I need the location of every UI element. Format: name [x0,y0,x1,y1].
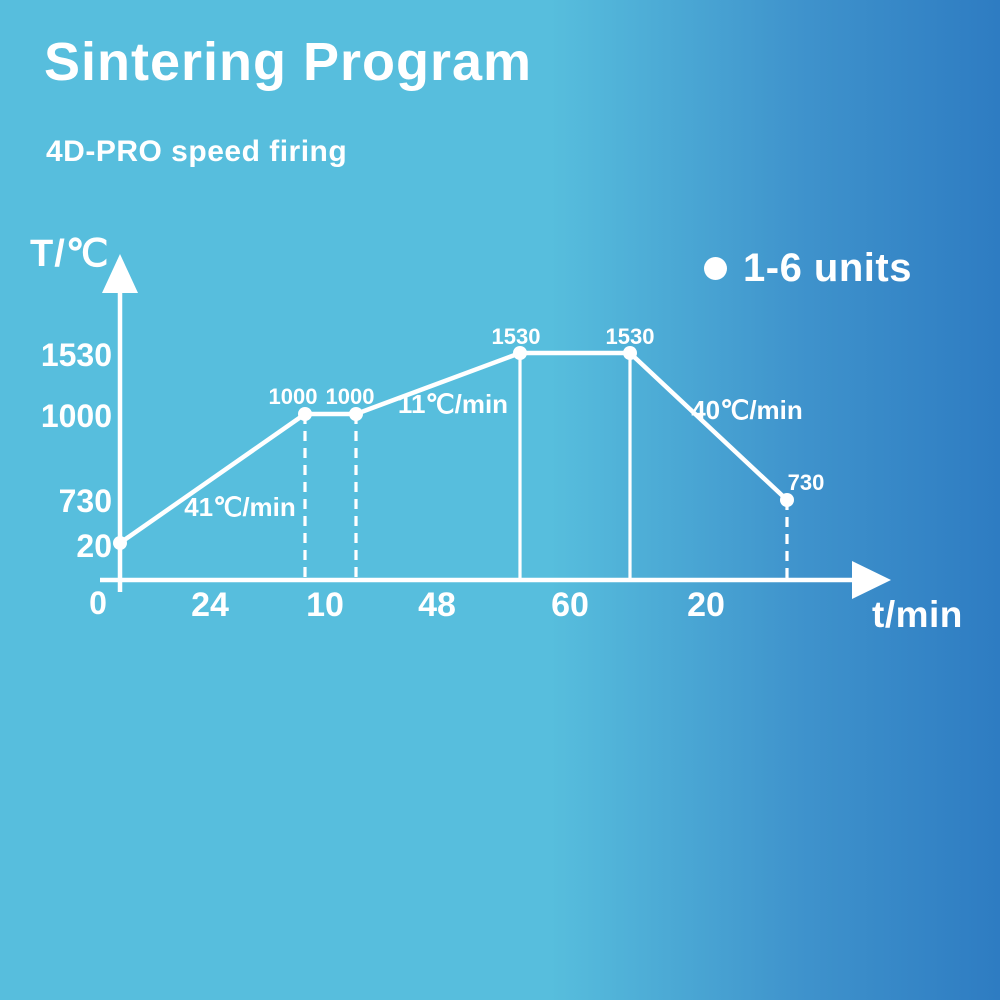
x-axis-arrow-icon [852,561,891,599]
x-segment-label: 20 [687,586,725,624]
data-point-label: 1530 [606,324,655,349]
x-segment-label: 48 [418,586,456,624]
temperature-profile-line [117,350,790,546]
data-point-label: 1000 [326,384,375,409]
x-segment-label: 24 [191,586,229,624]
data-point [113,536,127,550]
rate-label: 41℃/min [184,492,296,522]
data-point [513,346,527,360]
legend-dot-icon [704,257,727,280]
rate-label: 11℃/min [398,389,508,419]
data-point [780,493,794,507]
subtitle: 4D-PRO speed firing [46,135,348,168]
legend: 1-6 units [704,246,912,291]
x-axis-title: t/min [872,594,963,635]
y-tick-label: 1530 [41,337,112,373]
y-tick-label: 1000 [41,398,112,434]
rate-label: 40℃/min [691,395,803,425]
y-axis-title: T/℃ [30,233,110,275]
legend-label: 1-6 units [743,246,912,290]
x-segment-label: 60 [551,586,589,624]
data-point [298,407,312,421]
y-axis-arrow-icon [102,254,138,293]
data-point-label: 1000 [269,384,318,409]
origin-label: 0 [89,585,107,621]
data-point-label: 730 [788,470,825,495]
data-point [349,407,363,421]
data-point-label: 1530 [492,324,541,349]
y-tick-label: 20 [76,528,112,564]
data-point [623,346,637,360]
y-tick-label: 730 [59,483,112,519]
x-segment-label: 10 [306,586,344,624]
page-title: Sintering Program [44,32,533,92]
